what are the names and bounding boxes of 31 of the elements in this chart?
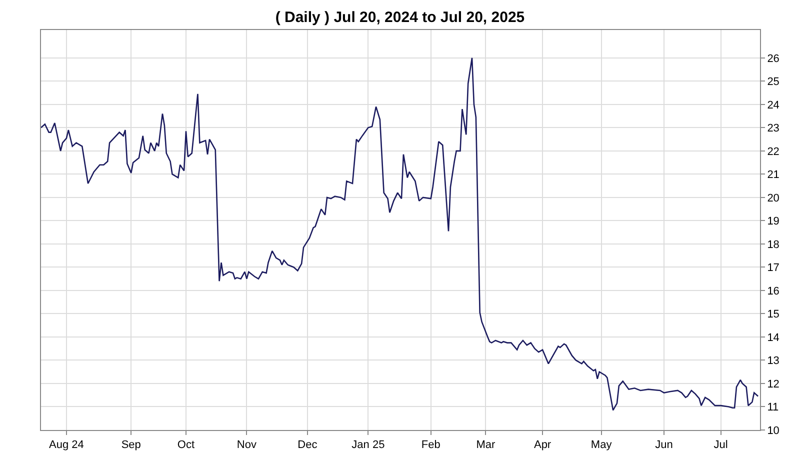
- x-tick-label: Dec: [298, 439, 318, 452]
- x-tick-label: Feb: [421, 439, 440, 452]
- x-tick-label: Mar: [476, 439, 496, 452]
- y-tick-label: 23: [767, 122, 780, 135]
- y-tick-label: 21: [767, 169, 780, 182]
- x-tick-label: May: [590, 439, 612, 452]
- x-tick-label: Apr: [534, 439, 552, 452]
- x-tick-label: Sep: [121, 439, 141, 452]
- y-tick-label: 18: [767, 238, 780, 251]
- x-tick-label: Aug 24: [49, 439, 84, 452]
- x-tick-label: Jul: [714, 439, 728, 452]
- y-tick-label: 17: [767, 262, 780, 274]
- y-tick-label: 22: [767, 146, 780, 158]
- y-tick-label: 15: [767, 308, 780, 321]
- y-tick-label: 14: [767, 332, 780, 344]
- y-tick-label: 11: [767, 402, 779, 414]
- y-tick-label: 19: [767, 216, 780, 228]
- x-tick-label: Nov: [236, 439, 257, 452]
- y-tick-label: 12: [767, 378, 780, 390]
- y-tick-label: 13: [767, 355, 780, 368]
- y-tick-label: 20: [767, 192, 780, 204]
- y-tick-label: 25: [767, 76, 780, 88]
- y-tick-label: 26: [767, 52, 780, 65]
- y-tick-label: 24: [767, 99, 780, 112]
- x-tick-label: Oct: [177, 439, 195, 452]
- line-series: [41, 57, 759, 411]
- x-tick-label: Jun: [655, 439, 673, 452]
- chart-title: ( Daily ) Jul 20, 2024 to Jul 20, 2025: [275, 9, 525, 26]
- y-tick-label: 10: [767, 424, 780, 437]
- x-tick-label: Jan 25: [352, 439, 385, 452]
- y-tick-label: 16: [767, 285, 780, 298]
